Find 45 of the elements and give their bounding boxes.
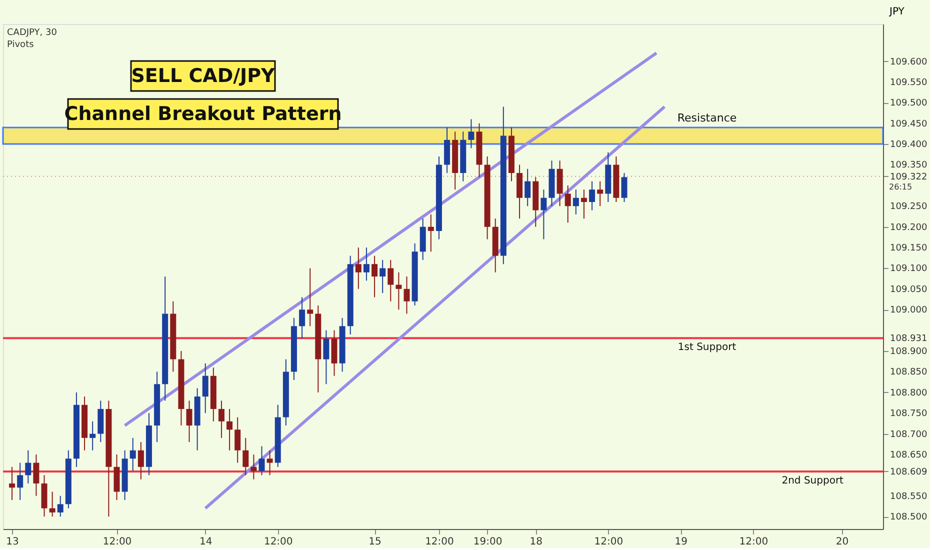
x-tick-label: 12:00 xyxy=(594,536,624,548)
annotation: CADJPY, 30 xyxy=(7,28,58,38)
x-tick-label: 12:00 xyxy=(425,536,454,548)
y-tick-label: 109.000 xyxy=(890,306,928,316)
y-tick-label: 108.800 xyxy=(890,388,928,398)
y-tick-label: 108.900 xyxy=(890,347,928,358)
candlestick xyxy=(307,268,314,327)
y-tick-label: 109.600 xyxy=(890,57,928,68)
x-tick-label: 12:00 xyxy=(264,536,293,548)
y-tick-label: 108.609 xyxy=(890,467,928,478)
y-tick-label: 109.100 xyxy=(890,264,928,274)
x-tick-label: 19:00 xyxy=(473,536,502,548)
x-tick-label: 15 xyxy=(368,536,382,548)
y-tick-label: 109.350 xyxy=(890,160,928,171)
y-tick-label: 108.550 xyxy=(890,492,928,502)
y-tick-label: 109.200 xyxy=(890,222,928,233)
y-tick-label: 109.500 xyxy=(890,98,928,109)
band-label: Resistance xyxy=(677,111,737,124)
text: 26:15 xyxy=(889,182,912,192)
y-tick-label: 108.700 xyxy=(890,430,928,440)
y-tick-label: 109.250 xyxy=(890,202,928,212)
x-tick-label: 20 xyxy=(836,536,849,548)
y-tick-label: 108.750 xyxy=(890,409,928,420)
y-tick-label: 109.450 xyxy=(890,119,928,130)
candlestick xyxy=(266,450,273,476)
y-tick-label: 108.850 xyxy=(890,368,928,378)
y-axis-title: JPY xyxy=(888,6,906,18)
y-tick-label: 108.931 xyxy=(890,334,928,344)
y-tick-label: 109.150 xyxy=(890,244,928,254)
x-tick-label: 12:00 xyxy=(102,536,132,548)
y-tick-label: 109.550 xyxy=(890,78,928,88)
x-tick-label: 12:00 xyxy=(739,536,768,548)
y-tick-label: 108.500 xyxy=(890,512,928,523)
y-tick-label: 109.400 xyxy=(890,140,928,150)
y-tick-label: 109.050 xyxy=(890,284,928,295)
annotation: Pivots xyxy=(7,40,34,50)
y-tick-label: 109.322 xyxy=(890,172,928,182)
ref-line-label: 2nd Support xyxy=(782,475,844,486)
text: SELL CAD/JPY xyxy=(131,65,276,87)
x-tick-label: 18 xyxy=(530,536,543,548)
x-tick-label: 19 xyxy=(674,536,688,548)
ref-line-label: 1st Support xyxy=(678,342,736,354)
x-tick-label: 14 xyxy=(199,536,212,548)
y-tick-label: 108.650 xyxy=(890,450,928,460)
x-tick-label: 13 xyxy=(6,536,19,548)
